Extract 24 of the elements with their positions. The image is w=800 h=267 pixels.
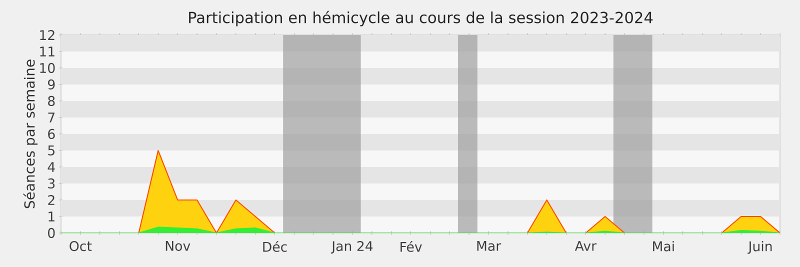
y-tick-label: 1 [48, 212, 54, 222]
y-tick-label: 12 [40, 30, 54, 40]
y-tick-label: 5 [48, 146, 54, 156]
x-tick-label: Avr [574, 241, 597, 251]
y-tick-label: 10 [40, 62, 55, 74]
x-tick-label: Jan 24 [330, 241, 373, 254]
y-tick-label: 9 [48, 79, 55, 90]
y-tick-label: 7 [48, 112, 54, 122]
x-tick-label: Juin [748, 241, 772, 254]
x-tick-label: Nov [166, 241, 190, 251]
y-tick-label: 0 [48, 228, 55, 238]
y-tick-label: 2 [48, 195, 54, 205]
y-tick-label: 4 [48, 162, 55, 172]
y-tick-label: 6 [48, 128, 55, 140]
x-tick-label: Déc [263, 241, 287, 252]
chart-title: Participation en hémicycle au cours de la session 2023-2024 [189, 10, 653, 26]
x-tick-label: Mar [477, 241, 502, 251]
y-tick-label: 11 [40, 46, 54, 56]
y-tick-label: 8 [48, 96, 55, 106]
x-tick-label: Mai [653, 241, 674, 252]
y-axis-title: Séances par semaine [23, 60, 38, 208]
x-tick-label: Fév [400, 241, 422, 252]
y-tick-label: 3 [48, 178, 55, 189]
x-tick-label: Oct [70, 241, 92, 252]
